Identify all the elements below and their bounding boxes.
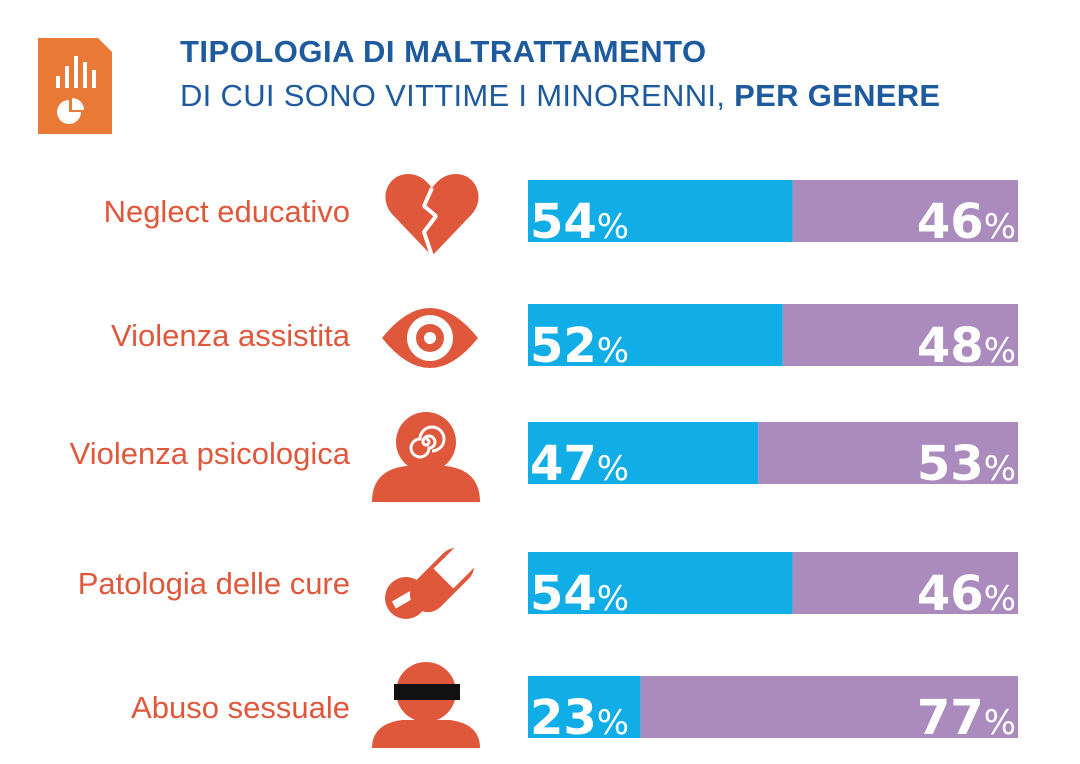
bar-male [528,676,641,738]
document-chart-icon [38,38,112,134]
category-label: Neglect educativo [104,194,350,229]
value-label-female: 77% [917,690,1016,746]
bar-male [528,552,793,614]
value-label-male: 54% [530,194,629,250]
bar-male [528,304,783,366]
value-label-male: 54% [530,566,629,622]
value-label-male: 47% [530,436,629,492]
bar-male [528,422,759,484]
category-label: Abuso sessuale [131,690,350,725]
bar-female [792,552,1018,614]
category-label: Violenza assistita [111,318,351,353]
value-label-female: 53% [917,436,1016,492]
bar-female [792,180,1018,242]
value-label-male: 23% [530,690,629,746]
bar-female [782,304,1018,366]
chart-subtitle: DI CUI SONO VITTIME I MINORENNI, PER GEN… [180,78,940,114]
bar-female [758,422,1018,484]
eye-icon [382,308,478,368]
broken-heart-icon [385,174,479,257]
value-label-female: 48% [917,318,1016,374]
category-label: Patologia delle cure [78,566,350,601]
spiral-head-icon [372,412,480,502]
subtitle-prefix: DI CUI SONO VITTIME I MINORENNI, [180,78,735,113]
value-label-female: 46% [917,194,1016,250]
bar-male [528,180,793,242]
masked-person-icon [372,662,480,748]
chart-title: TIPOLOGIA DI MALTRATTAMENTO [180,34,707,69]
category-label: Violenza psicologica [70,436,351,471]
value-label-male: 52% [530,318,629,374]
value-label-female: 46% [917,566,1016,622]
bar-female [640,676,1018,738]
pills-icon [385,544,478,619]
subtitle-bold: PER GENERE [734,78,941,113]
